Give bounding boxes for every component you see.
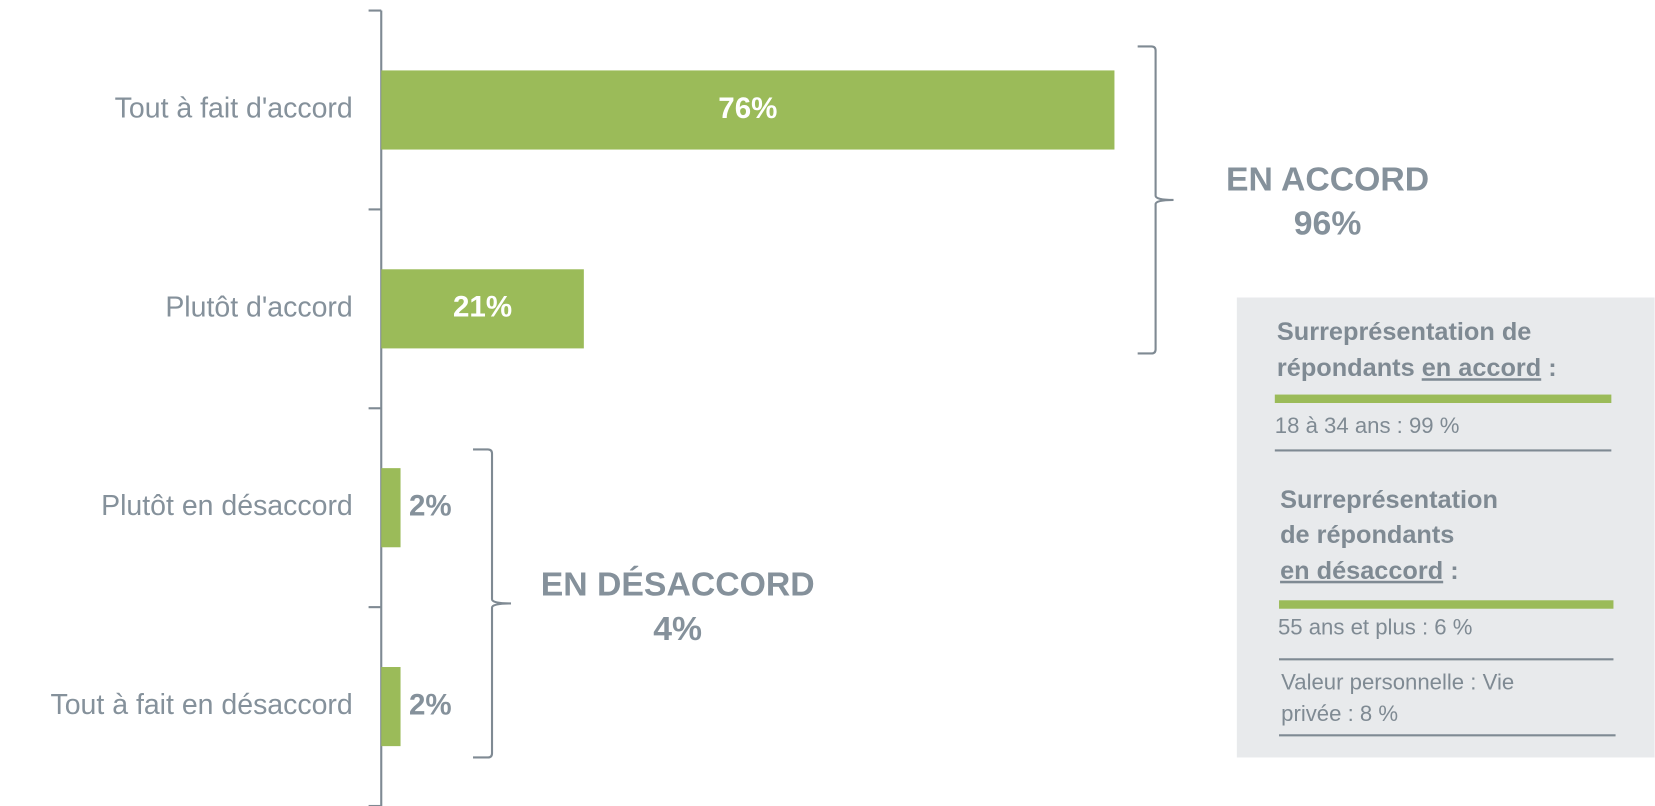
panel-title: répondants en accord :: [1277, 354, 1557, 382]
bar: [381, 70, 1115, 150]
bar: [381, 269, 584, 349]
panel-accent: [1274, 394, 1612, 403]
panel-underlined: en accord: [1422, 354, 1542, 382]
value-label: 2%: [409, 688, 452, 721]
panel-item: privée : 8 %: [1281, 701, 1398, 726]
value-label: 76%: [718, 92, 777, 125]
category-label: Tout à fait d'accord: [115, 92, 353, 124]
panel-item: 55 ans et plus : 6 %: [1278, 615, 1472, 640]
panel-title: Surreprésentation de: [1277, 318, 1531, 346]
panel-title: répondants: [1277, 354, 1415, 382]
panel-item: Valeur personnelle : Vie: [1281, 669, 1514, 694]
value-label: 21%: [453, 291, 512, 324]
group-value: 96%: [1294, 205, 1362, 243]
panel-title: en désaccord :: [1280, 556, 1459, 584]
panel-title: de répondants: [1280, 521, 1454, 549]
side-panel-bg: [1236, 297, 1655, 758]
category-label: Plutôt d'accord: [165, 291, 352, 323]
bracket: [473, 448, 512, 759]
group-label: EN ACCORD: [1226, 160, 1429, 198]
category-label: Tout à fait en désaccord: [50, 689, 352, 721]
group-value: 4%: [653, 610, 702, 648]
bracket: [1137, 45, 1174, 355]
bar: [381, 667, 401, 747]
panel-underlined: en désaccord: [1280, 556, 1443, 584]
group-label: EN DÉSACCORD: [541, 565, 815, 603]
bar: [381, 468, 401, 548]
panel-suffix: :: [1450, 556, 1458, 584]
panel-accent: [1279, 600, 1614, 609]
panel-title: Surreprésentation: [1280, 486, 1498, 514]
value-label: 2%: [409, 490, 452, 523]
panel-item: 18 à 34 ans : 99 %: [1275, 413, 1460, 438]
panel-suffix: :: [1548, 354, 1556, 382]
category-label: Plutôt en désaccord: [101, 490, 353, 522]
